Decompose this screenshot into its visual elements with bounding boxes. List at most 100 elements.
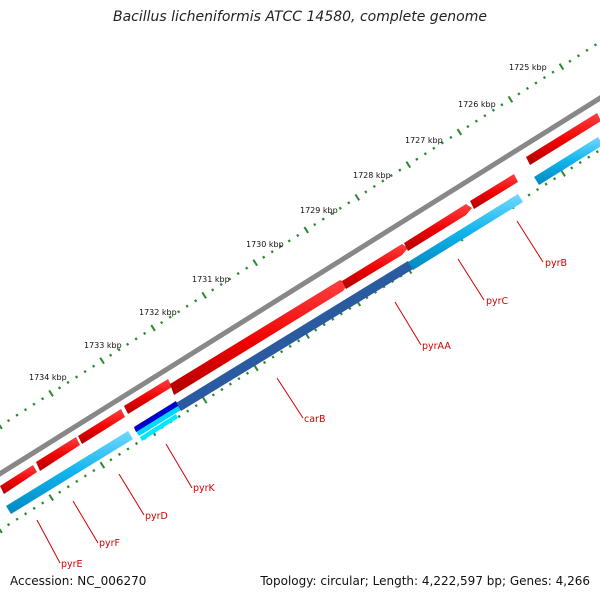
minor-tick	[245, 371, 250, 375]
minor-tick	[570, 166, 574, 170]
gene-label-pyrD[interactable]: pyrD	[145, 511, 168, 522]
gene-label-pyrC[interactable]: pyrC	[486, 296, 509, 307]
minor-tick	[186, 409, 190, 413]
gene-leaders	[36, 220, 544, 564]
minor-tick	[288, 344, 292, 348]
minor-tick	[66, 380, 70, 385]
minor-tick	[287, 239, 291, 243]
major-tick	[201, 291, 207, 299]
major-tick	[99, 357, 105, 365]
minor-tick	[41, 501, 45, 505]
outer-tick-ring	[0, 43, 598, 430]
tick-label: 1728 kbp	[353, 171, 391, 180]
gene-label-carB[interactable]: carB	[304, 414, 325, 425]
minor-tick	[160, 320, 164, 325]
minor-tick	[57, 386, 62, 390]
gene-label-pyrE[interactable]: pyrE	[61, 559, 83, 570]
minor-tick	[585, 48, 589, 52]
minor-tick	[551, 70, 555, 74]
minor-tick	[398, 168, 402, 172]
major-tick	[48, 494, 54, 502]
tick-label: 1732 kbp	[139, 308, 177, 317]
minor-tick	[109, 458, 113, 462]
minor-tick	[525, 86, 530, 91]
minor-tick	[534, 81, 538, 85]
minor-tick	[237, 377, 241, 381]
minor-tick	[126, 447, 130, 451]
minor-tick	[339, 312, 343, 316]
minor-tick	[279, 244, 283, 248]
gene-box-reverse[interactable]	[408, 194, 523, 270]
genome-backbone	[0, 95, 600, 477]
minor-tick	[372, 184, 376, 189]
minor-tick	[280, 350, 284, 354]
minor-tick	[92, 364, 96, 368]
minor-tick	[75, 479, 79, 483]
minor-tick	[143, 331, 147, 336]
gene-box-reverse[interactable]	[6, 431, 133, 514]
minor-tick	[491, 108, 495, 112]
gene-arrow-forward[interactable]	[36, 437, 80, 471]
minor-tick	[220, 387, 224, 392]
minor-tick	[185, 304, 189, 308]
minor-tick	[593, 43, 598, 47]
gene-label-pyrF[interactable]: pyrF	[99, 538, 120, 549]
minor-tick	[32, 402, 36, 406]
gene-label-pyrAA[interactable]: pyrAA	[422, 341, 451, 352]
minor-tick	[134, 441, 139, 446]
minor-tick	[6, 522, 11, 527]
minor-tick	[219, 282, 223, 287]
minor-tick	[553, 177, 557, 181]
major-tick	[99, 461, 106, 469]
minor-tick	[423, 152, 427, 156]
minor-tick	[211, 288, 215, 292]
minor-tick	[245, 266, 249, 270]
tick-label: 1727 kbp	[405, 136, 443, 145]
minor-tick	[321, 217, 325, 221]
major-tick	[560, 169, 566, 177]
gene-arrow-forward[interactable]	[470, 174, 518, 209]
minor-tick	[474, 119, 478, 123]
gene-label-pyrK[interactable]: pyrK	[193, 483, 216, 494]
minor-tick	[432, 146, 436, 150]
minor-tick	[109, 353, 113, 357]
minor-tick	[126, 342, 130, 346]
minor-tick	[500, 103, 504, 107]
gene-arrow-forward[interactable]	[0, 465, 37, 494]
minor-tick	[440, 141, 444, 145]
gene-arrow-forward[interactable]	[78, 409, 125, 444]
minor-tick	[83, 369, 87, 374]
major-tick	[558, 63, 565, 71]
minor-tick	[24, 512, 28, 516]
minor-tick	[117, 348, 121, 352]
forward-strand	[0, 113, 600, 494]
minor-tick	[58, 490, 62, 494]
minor-tick	[194, 299, 198, 303]
minor-tick	[262, 255, 266, 259]
minor-tick	[228, 277, 232, 281]
gene-box-highlight[interactable]	[140, 414, 178, 441]
tick-label: 1731 kbp	[192, 275, 230, 284]
gene-arrow-forward[interactable]	[342, 244, 408, 289]
gene-label-pyrB[interactable]: pyrB	[545, 258, 567, 269]
gene-box-reverse[interactable]	[534, 137, 600, 185]
minor-tick	[415, 157, 419, 161]
gene-arrow-forward[interactable]	[526, 113, 600, 165]
gene-arrow-forward[interactable]	[404, 204, 472, 251]
gene-box-reverse[interactable]	[176, 261, 413, 411]
minor-tick	[535, 187, 540, 192]
tick-label: 1733 kbp	[84, 341, 122, 350]
minor-tick	[544, 182, 548, 186]
major-tick	[0, 528, 3, 534]
gene-arrow-forward[interactable]	[124, 379, 172, 414]
gene-box-highlight[interactable]	[134, 401, 178, 432]
major-tick	[48, 389, 54, 397]
minor-tick	[595, 150, 599, 154]
major-tick	[0, 424, 3, 430]
gene-arrow-forward[interactable]	[170, 280, 348, 395]
major-tick	[252, 259, 258, 267]
minor-tick	[466, 124, 470, 129]
minor-tick	[322, 323, 326, 327]
major-tick	[354, 193, 361, 201]
